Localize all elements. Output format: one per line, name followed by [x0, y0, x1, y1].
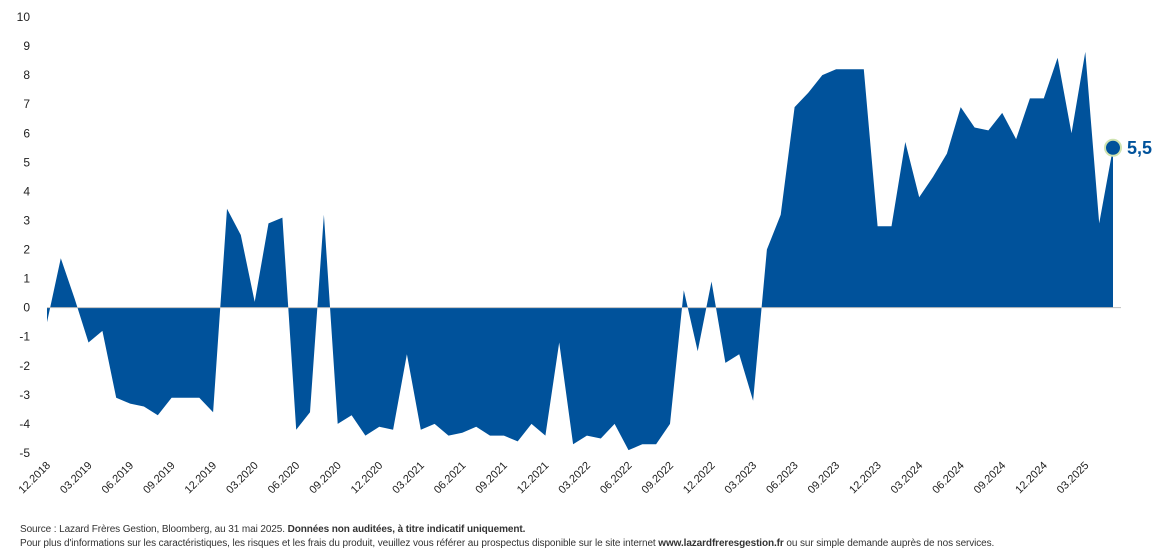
- source-note: Source : Lazard Frères Gestion, Bloomber…: [20, 524, 525, 535]
- y-tick-label: 10: [17, 10, 31, 24]
- x-tick-label: 03.2021: [390, 460, 427, 497]
- x-tick-label: 09.2023: [806, 460, 843, 497]
- y-tick-label: 9: [23, 39, 30, 53]
- x-tick-label: 03.2022: [556, 460, 593, 497]
- x-tick-label: 12.2022: [681, 460, 718, 497]
- x-tick-label: 12.2024: [1013, 460, 1050, 497]
- x-tick-label: 03.2025: [1055, 460, 1092, 497]
- x-tick-label: 03.2024: [889, 460, 926, 497]
- x-tick-label: 06.2022: [598, 460, 635, 497]
- x-tick-label: 03.2020: [224, 460, 261, 497]
- y-tick-label: 1: [23, 272, 30, 286]
- x-tick-label: 12.2021: [515, 460, 552, 497]
- info-text: Pour plus d'informations sur les caracté…: [20, 538, 659, 549]
- x-tick-label: 12.2019: [183, 460, 220, 497]
- info-note: Pour plus d'informations sur les caracté…: [20, 538, 994, 549]
- x-tick-label: 06.2023: [764, 460, 801, 497]
- x-tick-label: 09.2022: [640, 460, 677, 497]
- x-tick-label: 06.2024: [930, 460, 967, 497]
- x-tick-label: 06.2020: [266, 460, 303, 497]
- y-tick-label: -4: [19, 417, 30, 431]
- x-tick-label: 09.2021: [473, 460, 510, 497]
- x-tick-label: 12.2018: [17, 460, 54, 497]
- series-area: [47, 51, 1113, 451]
- x-tick-label: 09.2019: [141, 460, 178, 497]
- info-text-end: ou sur simple demande auprès de nos serv…: [783, 538, 995, 549]
- x-tick-label: 09.2020: [307, 460, 344, 497]
- x-tick-label: 12.2023: [847, 460, 884, 497]
- y-tick-label: 7: [23, 97, 30, 111]
- end-value-label: 5,5: [1127, 138, 1152, 158]
- x-tick-label: 09.2024: [972, 460, 1009, 497]
- end-point: [1104, 138, 1122, 157]
- area-fill: [47, 51, 1113, 451]
- y-tick-label: 3: [23, 213, 30, 227]
- y-tick-label: -2: [19, 359, 30, 373]
- source-text: Source : Lazard Frères Gestion, Bloomber…: [20, 524, 288, 535]
- y-tick-label: 5: [23, 155, 30, 169]
- x-axis: 12.2018 03.2019 06.2019 09.2019 12.2019 03.20…: [17, 460, 1092, 497]
- x-tick-label: 06.2019: [100, 460, 137, 497]
- x-tick-label: 03.2023: [723, 460, 760, 497]
- y-tick-label: -3: [19, 388, 30, 402]
- website-link[interactable]: www.lazardfreresgestion.fr: [658, 538, 784, 549]
- y-tick-label: -5: [19, 446, 30, 460]
- x-tick-label: 12.2020: [349, 460, 386, 497]
- y-tick-label: -1: [19, 330, 30, 344]
- source-disclaimer: Données non auditées, à titre indicatif …: [287, 524, 526, 535]
- y-tick-label: 8: [23, 68, 30, 82]
- y-tick-label: 4: [23, 184, 30, 198]
- y-tick-label: 0: [23, 301, 30, 315]
- y-tick-label: 6: [23, 126, 30, 140]
- x-tick-label: 03.2019: [58, 460, 95, 497]
- end-value-marker: 5,5: [1104, 138, 1152, 158]
- x-tick-label: 06.2021: [432, 460, 469, 497]
- y-tick-label: 2: [23, 243, 30, 257]
